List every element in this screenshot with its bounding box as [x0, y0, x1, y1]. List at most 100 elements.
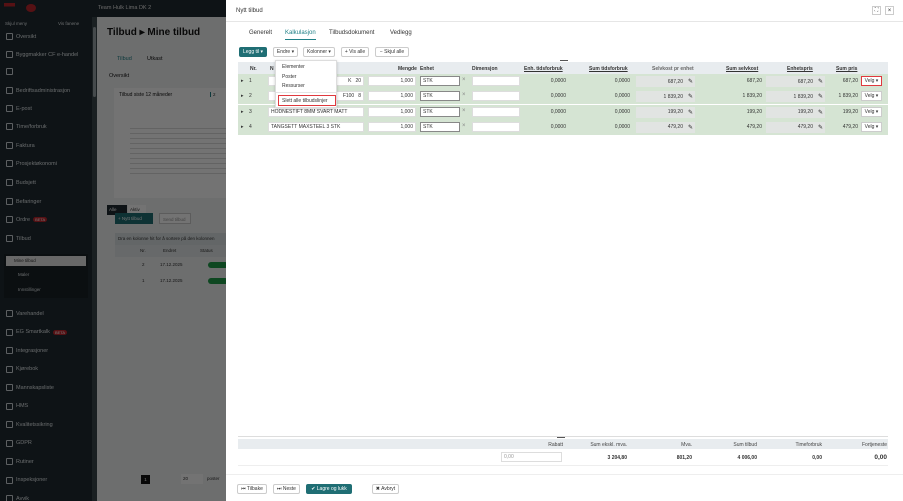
sidebar-item[interactable]: EG Smartkalk BETA [6, 328, 68, 336]
pencil-icon[interactable]: ✎ [817, 109, 823, 116]
send-offer-button[interactable]: Send tilbud [159, 213, 191, 224]
sidebar-item[interactable]: Tilbud [6, 235, 31, 242]
sidebar-item[interactable]: Integrasjoner [6, 347, 48, 354]
close-icon[interactable]: × [885, 6, 894, 15]
sidebar-item[interactable]: Kjørebok [6, 365, 38, 373]
back-button[interactable]: ⏮ Tilbake [237, 484, 267, 494]
page-size-select[interactable]: 20 [181, 474, 203, 484]
pencil-icon[interactable]: ✎ [817, 79, 823, 85]
dimension-input[interactable] [472, 106, 520, 117]
resize-handle[interactable] [560, 60, 568, 61]
filter-aktiv[interactable]: Aktiv [128, 205, 146, 215]
pencil-icon[interactable]: ✎ [687, 79, 693, 85]
sidebar-item[interactable]: Time/forbruk [6, 123, 47, 130]
pencil-icon[interactable]: ✎ [817, 124, 823, 131]
clear-unit-icon[interactable]: × [462, 77, 466, 83]
clear-unit-icon[interactable]: × [462, 122, 466, 129]
clear-unit-icon[interactable]: × [462, 92, 466, 99]
col-unit-time[interactable]: Enh. tidsforbruk [524, 66, 563, 72]
sidebar-item[interactable]: GDPR [6, 439, 32, 447]
hide-all-button[interactable]: − Skjul alle [375, 47, 409, 57]
sidebar-scrollbar[interactable] [92, 17, 97, 501]
row-actions-dropdown[interactable]: Velg ▾ [861, 91, 882, 102]
dimension-input[interactable] [472, 91, 520, 102]
hide-menu-link[interactable]: Skjul meny [5, 21, 28, 26]
show-tabs-link[interactable]: Vis fanene [58, 21, 80, 26]
sidebar-item[interactable]: Ordre BETA [6, 216, 48, 223]
filter-alle[interactable]: Alle [107, 205, 127, 215]
next-button[interactable]: ⏭ Neste [273, 484, 300, 494]
cancel-button[interactable]: ✖ Avbryt [372, 484, 399, 494]
menu-item-poster[interactable]: Poster [282, 74, 297, 80]
sidebar-item[interactable]: Mannskapsliste [6, 384, 54, 391]
dimension-input[interactable] [472, 121, 520, 132]
tab-generelt[interactable]: Generelt [249, 30, 273, 36]
sidebar-item[interactable]: E-post [6, 105, 32, 112]
menu-item-ressurser[interactable]: Ressurser [282, 83, 305, 89]
unit-input[interactable]: STK [420, 106, 460, 117]
columns-button[interactable]: Kolonner ▾ [303, 47, 335, 57]
tab-utkast[interactable]: Utkast [147, 56, 163, 62]
row-actions-dropdown[interactable]: Velg ▾ [861, 106, 882, 117]
clear-unit-icon[interactable]: × [462, 107, 466, 114]
resize-handle[interactable] [557, 437, 565, 438]
description-input[interactable]: HODNESTIFT 8MM SVART MATT [268, 106, 364, 117]
sidebar-item[interactable]: Rutiner [6, 458, 34, 465]
quantity-input[interactable]: 1,000 [368, 106, 416, 117]
pencil-icon[interactable]: ✎ [817, 94, 823, 101]
sidebar-item[interactable]: Befaringer [6, 198, 41, 205]
row-actions-dropdown[interactable]: Velg ▾ [861, 76, 882, 86]
expand-icon[interactable]: ▸ [241, 93, 244, 100]
new-offer-button[interactable]: + Nytt tilbud [115, 213, 153, 224]
maximize-icon[interactable]: ⛶ [872, 6, 881, 15]
overview-toggle[interactable]: Oversikt [109, 73, 130, 79]
col-sum-price[interactable]: Sum pris [836, 66, 858, 72]
sidebar-item[interactable]: Avvik [6, 495, 29, 501]
quantity-input[interactable]: 1,000 [368, 121, 416, 132]
save-and-close-button[interactable]: ✔ Lagre og lukk [306, 484, 352, 494]
table-row[interactable]: ▸ 2 F100 8 1,000 STK × 0,0000 0,0000 1 83… [238, 89, 888, 105]
sidebar-item[interactable]: HMS [6, 402, 28, 410]
submenu-item-maler[interactable]: Maler [18, 272, 30, 277]
pencil-icon[interactable]: ✎ [687, 124, 693, 131]
unit-input[interactable]: STK [420, 121, 460, 132]
unit-input[interactable]: STK [420, 76, 460, 86]
sidebar-item[interactable]: Prosjektøkonomi [6, 160, 57, 167]
sidebar-item[interactable]: Byggmakker CF e-handel [6, 51, 78, 58]
table-row[interactable]: ▸ 1 K 20 1,000 STK × 0,0000 0,0000 687,20… [238, 74, 888, 89]
discount-input[interactable]: 0,00 [501, 452, 562, 462]
submenu-item-innstillinger[interactable]: Innstillinger [18, 287, 41, 292]
menu-item-elementer[interactable]: Elementer [282, 64, 305, 70]
add-button[interactable]: Legg til ▾ [239, 47, 267, 57]
col-sum-cost[interactable]: Sum selvkost [726, 66, 759, 72]
expand-icon[interactable]: ▸ [241, 108, 244, 115]
sidebar-item[interactable]: Budsjett [6, 179, 36, 186]
table-row[interactable]: ▸ 4 TANGSETT MAXSTEEL 3 STK 1,000 STK × … [238, 119, 888, 135]
description-input[interactable]: TANGSETT MAXSTEEL 3 STK [268, 121, 364, 132]
tab-tilbud[interactable]: Tilbud [117, 56, 132, 62]
sidebar-item[interactable]: Bedriftsadministrasjon [6, 87, 70, 94]
unit-input[interactable]: STK [420, 91, 460, 102]
tab-vedlegg[interactable]: Vedlegg [390, 30, 412, 36]
row-actions-dropdown[interactable]: Velg ▾ [861, 121, 882, 132]
col-unit-price[interactable]: Enhetspris [787, 66, 813, 72]
expand-icon[interactable]: ▸ [241, 78, 244, 84]
submenu-item-mine-tilbud[interactable]: Mine tilbud [6, 256, 86, 266]
tab-kalkulasjon[interactable]: Kalkulasjon [285, 30, 316, 40]
quantity-input[interactable]: 1,000 [368, 91, 416, 102]
expand-icon[interactable]: ▸ [241, 123, 244, 130]
sidebar-item[interactable]: Inspeksjoner [6, 476, 47, 484]
sidebar-item[interactable]: Oversikt [6, 33, 36, 40]
edit-button[interactable]: Endre ▾ [273, 47, 298, 57]
pencil-icon[interactable]: ✎ [687, 109, 693, 116]
sidebar-item[interactable]: Kvalitetssikring [6, 421, 53, 428]
menu-item-delete-all-lines[interactable]: Slett alle tilbudslinjer [278, 95, 336, 106]
sidebar-item[interactable]: Faktura [6, 142, 35, 149]
col-sum-time[interactable]: Sum tidsforbruk [589, 66, 628, 72]
sidebar-item[interactable] [6, 68, 16, 75]
sidebar-item[interactable]: Varehandel [6, 310, 44, 317]
quantity-input[interactable]: 1,000 [368, 76, 416, 86]
pencil-icon[interactable]: ✎ [687, 94, 693, 101]
show-all-button[interactable]: + Vis alle [341, 47, 369, 57]
pagination-current[interactable]: 1 [141, 475, 150, 484]
